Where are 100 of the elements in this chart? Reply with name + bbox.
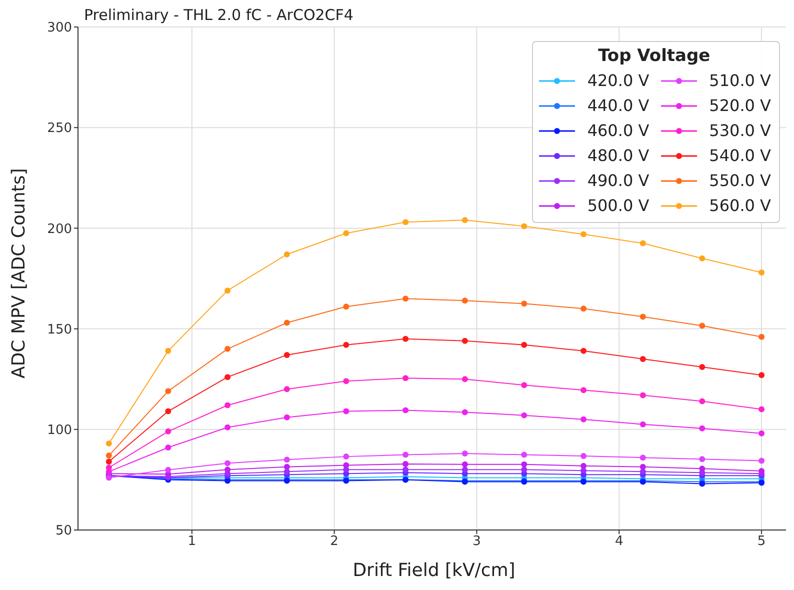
point [343, 378, 350, 384]
legend-title: Top Voltage [597, 46, 712, 66]
point [640, 464, 646, 470]
point [699, 425, 706, 432]
point [402, 375, 409, 382]
x-tick-label: 5 [757, 534, 766, 550]
point [640, 314, 646, 320]
point [343, 462, 350, 468]
chart-title: Preliminary - THL 2.0 fC - ArCO2CF4 [84, 6, 354, 24]
point [580, 452, 587, 459]
point [521, 461, 528, 468]
legend-label: 520.0 V [709, 96, 771, 115]
point [165, 348, 172, 354]
point [224, 460, 231, 466]
point [462, 217, 468, 224]
point [284, 414, 290, 420]
legend-label: 560.0 V [709, 196, 771, 215]
point [462, 338, 468, 344]
point [224, 466, 231, 473]
point [106, 458, 112, 465]
x-axis-title: Drift Field [kV/cm] [352, 560, 516, 581]
point [580, 387, 587, 394]
point [402, 461, 409, 468]
x-tick-label: 2 [330, 534, 338, 550]
point [758, 372, 765, 378]
y-tick-label: 300 [47, 20, 72, 36]
point [699, 364, 706, 370]
point [402, 336, 409, 342]
legend-label: 420.0 V [587, 71, 650, 90]
point [699, 322, 706, 329]
legend-label: 500.0 V [587, 196, 650, 215]
point [580, 306, 587, 312]
point [224, 424, 231, 430]
point [521, 300, 528, 307]
legend-label: 540.0 V [709, 146, 771, 165]
point [343, 304, 350, 310]
point [343, 342, 350, 348]
point [165, 466, 172, 473]
point [521, 466, 528, 473]
point [224, 374, 231, 380]
point [758, 334, 765, 340]
x-tick-label: 3 [472, 534, 481, 550]
point [343, 230, 350, 236]
point [284, 464, 290, 470]
legend-label: 490.0 V [587, 171, 650, 190]
point [521, 452, 528, 458]
point [758, 406, 765, 412]
point [640, 392, 646, 398]
legend-label: 510.0 V [709, 71, 771, 90]
point [640, 421, 646, 428]
point [224, 346, 231, 352]
point [580, 416, 587, 422]
x-tick-label: 1 [188, 534, 196, 550]
point [106, 464, 112, 471]
y-axis-title: ADC MPV [ADC Counts] [8, 168, 30, 378]
point [402, 466, 409, 473]
point [462, 466, 468, 473]
y-tick-label: 250 [47, 121, 72, 136]
legend-label: 440.0 V [587, 96, 650, 115]
point [580, 348, 587, 354]
y-tick-label: 50 [55, 524, 72, 539]
point [284, 320, 290, 326]
point [699, 255, 706, 262]
point [343, 454, 350, 460]
point [699, 456, 706, 462]
point [165, 428, 172, 434]
y-tick-label: 100 [47, 423, 72, 438]
point [640, 356, 646, 362]
point [758, 430, 765, 436]
point [106, 452, 112, 459]
point [462, 461, 468, 468]
point [284, 352, 290, 358]
point [580, 231, 587, 238]
point [758, 468, 765, 474]
point [462, 298, 468, 304]
legend-label: 550.0 V [709, 171, 771, 190]
point [521, 382, 528, 388]
point [402, 219, 409, 226]
point [521, 223, 528, 230]
point [343, 408, 350, 414]
x-tick-label: 4 [614, 534, 624, 550]
point [284, 456, 290, 463]
point [165, 444, 172, 451]
point [521, 342, 528, 348]
point [402, 296, 409, 302]
point [640, 240, 646, 246]
point [284, 386, 290, 392]
point [758, 269, 765, 276]
point [165, 388, 172, 394]
point [521, 412, 528, 418]
point [640, 454, 646, 461]
point [462, 450, 468, 457]
point [699, 466, 706, 472]
point [580, 462, 587, 469]
legend-label: 460.0 V [587, 121, 650, 140]
point [758, 458, 765, 464]
legend-label: 530.0 V [709, 121, 771, 140]
point [462, 409, 468, 416]
point [284, 251, 290, 258]
point [106, 440, 112, 446]
